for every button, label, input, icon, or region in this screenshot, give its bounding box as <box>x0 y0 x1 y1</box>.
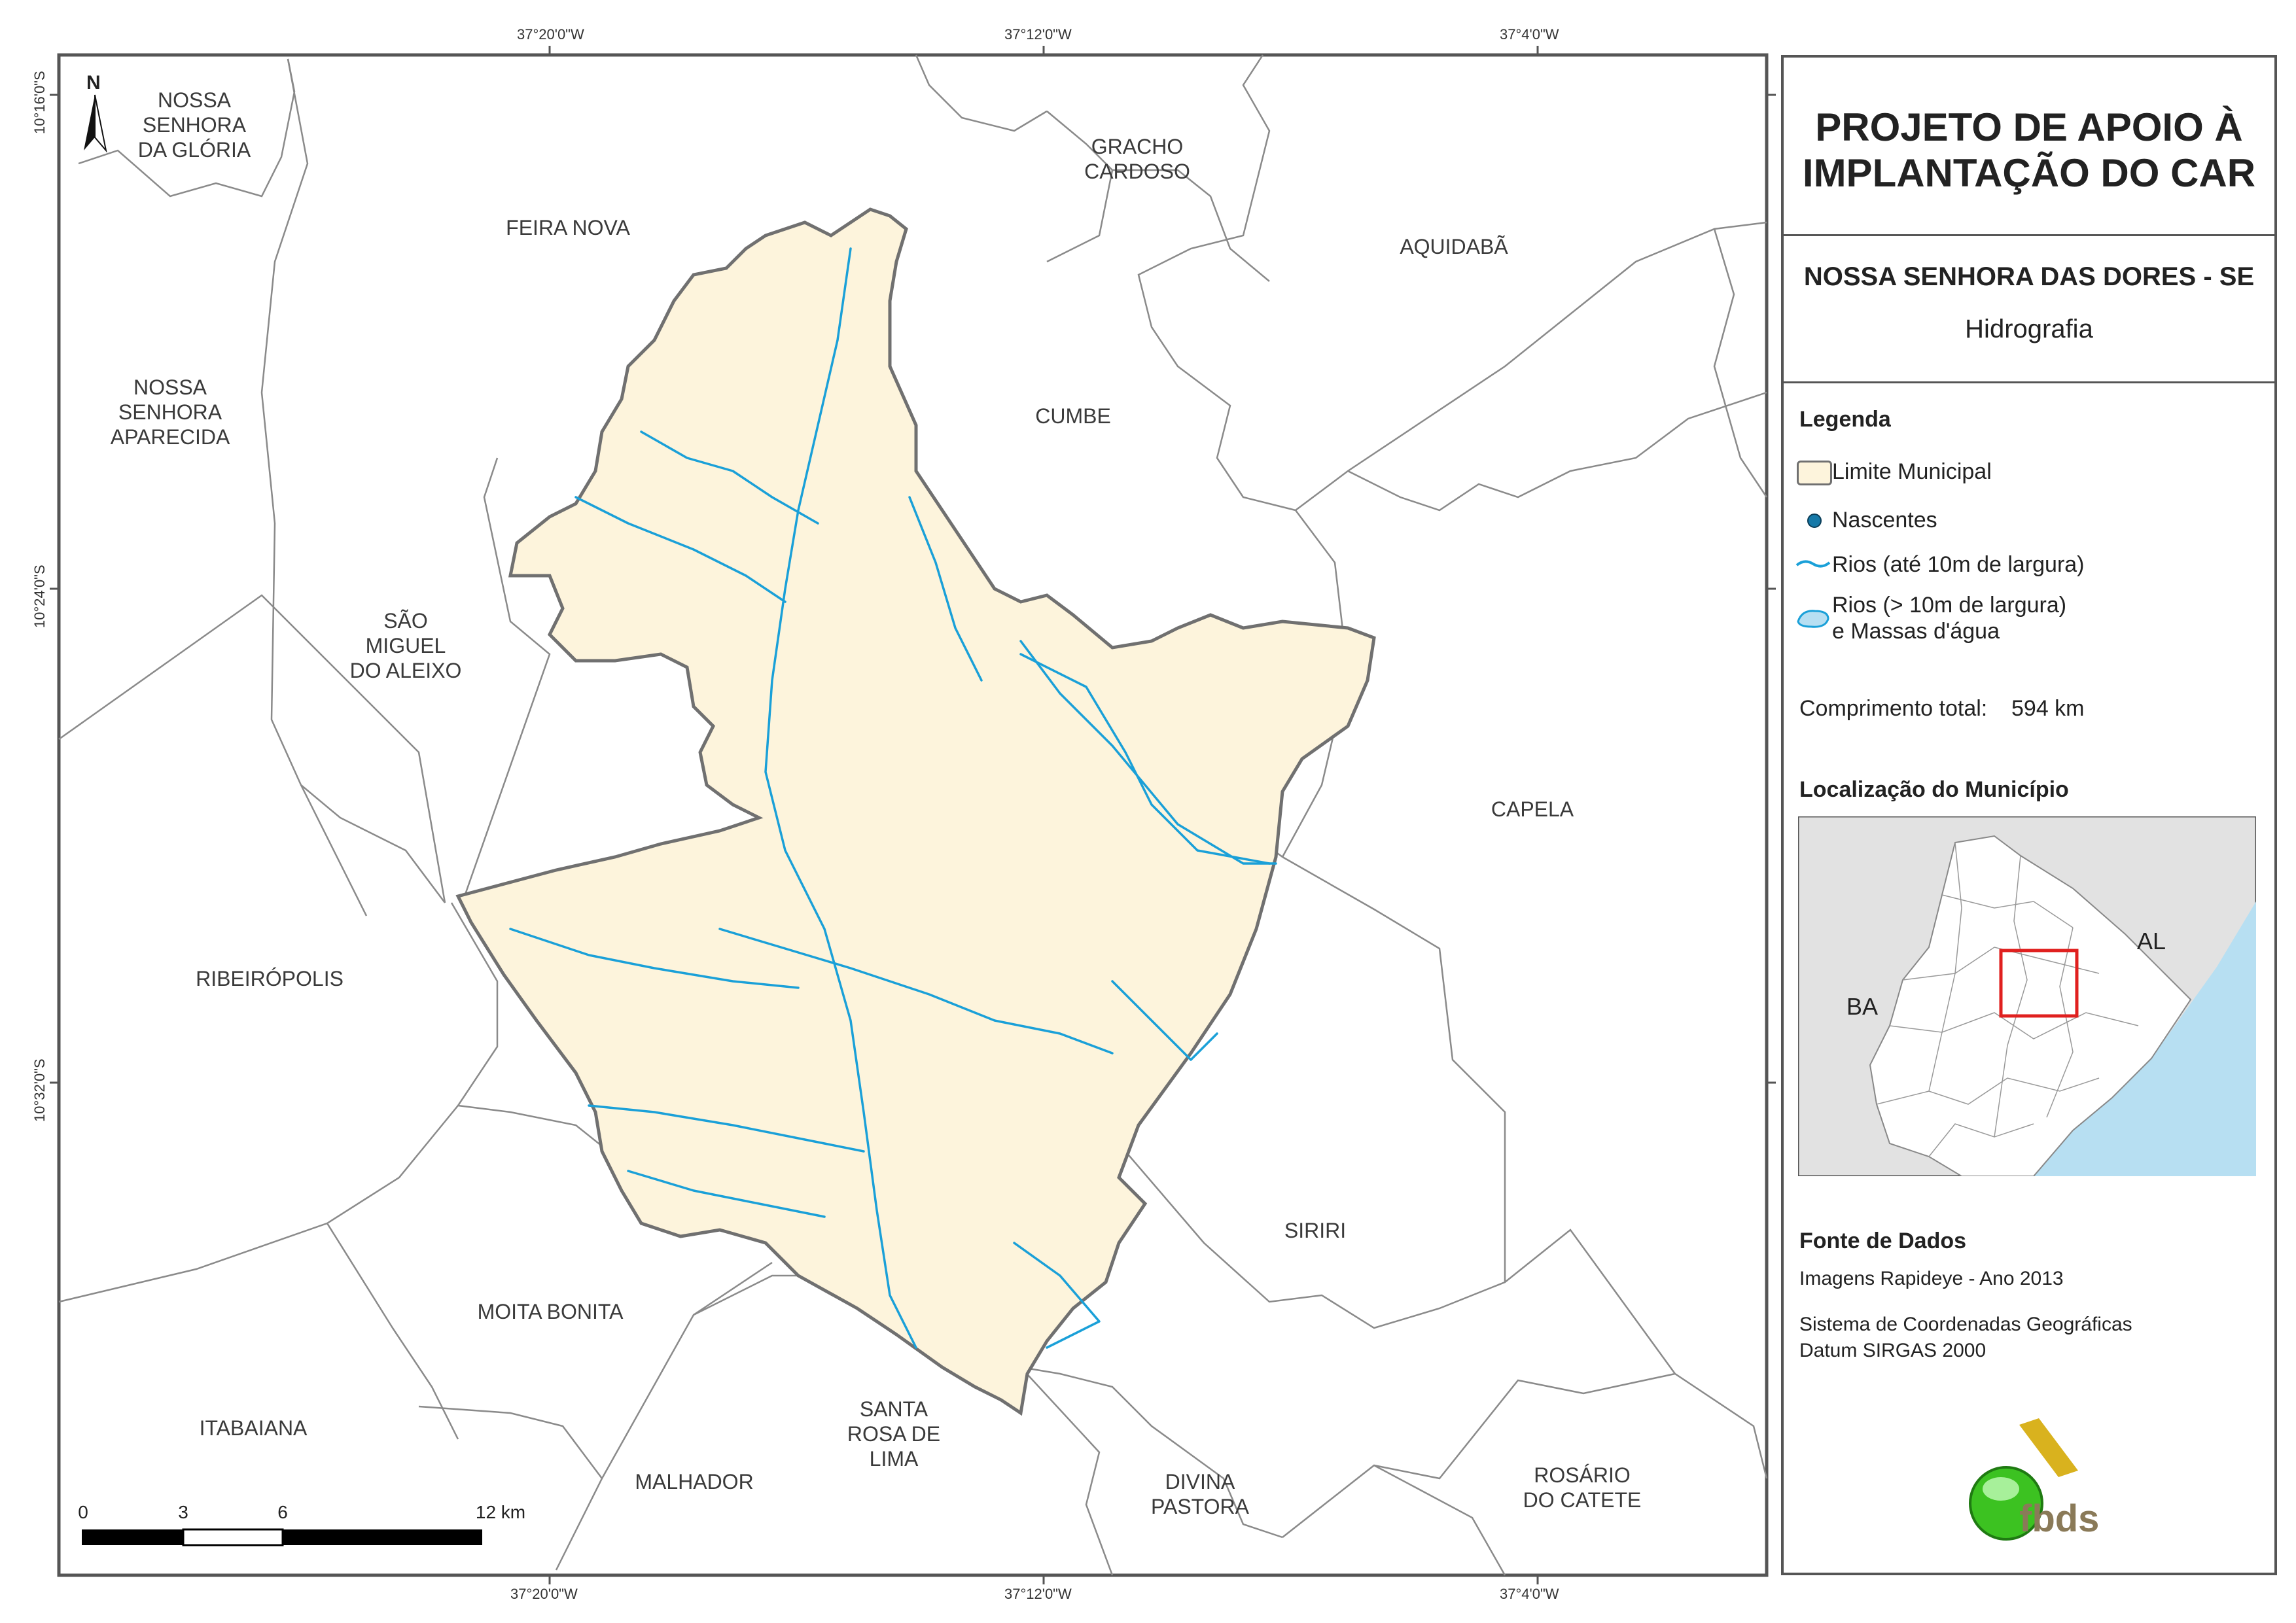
river-channel <box>718 928 1114 1055</box>
river-channel <box>509 928 800 989</box>
label-line: PASTORA <box>1151 1495 1249 1518</box>
coord-left-2: 10°24'0"S <box>31 565 48 628</box>
label-itabaiana: ITABAIANA <box>199 1416 308 1440</box>
scale-label-0: 0 <box>78 1502 88 1522</box>
label-moita-bonita: MOITA BONITA <box>477 1300 624 1323</box>
label-line: NOSSA <box>133 375 207 399</box>
legend-rios-large-label-2: e Massas d'água <box>1832 619 2000 644</box>
map-title-line-1: PROJETO DE APOIO À <box>1815 105 2243 149</box>
highlight-box <box>1999 949 2079 1018</box>
legend-rios-large-label-1: Rios (> 10m de largura) <box>1832 593 2067 618</box>
label-line: DO CATETE <box>1523 1488 1642 1512</box>
label-line: APARECIDA <box>110 425 230 449</box>
source-line-1: Imagens Rapideye - Ano 2013 <box>1799 1268 2064 1289</box>
neighbor-boundaries <box>58 54 1768 1576</box>
fbds-logo <box>1969 1418 2078 1541</box>
label-gracho-cardoso: GRACHO CARDOSO <box>1084 134 1190 184</box>
label-rosario-do-catete: ROSÁRIO DO CATETE <box>1523 1463 1642 1512</box>
legend-rios-small-swatch <box>1795 560 1831 568</box>
legend-limite-label: Limite Municipal <box>1832 459 1992 484</box>
sources-heading: Fonte de Dados <box>1799 1229 1967 1253</box>
label-line: NOSSA <box>157 88 232 112</box>
state-label-ba: BA <box>1846 993 1879 1020</box>
legend-nascentes-swatch <box>1807 514 1822 528</box>
river-channel <box>764 247 917 1349</box>
rivers-layer <box>509 247 1277 1349</box>
coord-top-2: 37°12'0"W <box>1004 26 1072 43</box>
label-line: SANTA <box>859 1397 928 1421</box>
scale-bar <box>82 1528 482 1546</box>
label-line: SENHORA <box>142 113 247 137</box>
label-line: MIGUEL <box>365 634 446 657</box>
label-capela: CAPELA <box>1491 797 1574 821</box>
north-label: N <box>86 72 101 94</box>
label-line: GRACHO <box>1091 135 1184 158</box>
fbds-logo-text: fbds <box>2019 1497 2100 1540</box>
label-line: CARDOSO <box>1084 160 1190 183</box>
location-heading: Localização do Município <box>1799 777 2069 802</box>
label-line: DO ALEIXO <box>349 659 462 682</box>
coord-bottom-1: 37°20'0"W <box>510 1586 578 1602</box>
label-aquidaba: AQUIDABÃ <box>1400 235 1508 258</box>
river-channel <box>574 496 786 603</box>
river-channel <box>588 1104 865 1153</box>
label-sao-miguel-do-aleixo: SÃO MIGUEL DO ALEIXO <box>350 608 462 683</box>
map-title-line-2: IMPLANTAÇÃO DO CAR <box>1802 151 2256 195</box>
scale-label-3: 3 <box>178 1502 188 1522</box>
label-cumbe: CUMBE <box>1035 404 1111 428</box>
legend-limite-swatch <box>1797 461 1832 485</box>
river-channel <box>1019 640 1277 865</box>
north-arrow-icon <box>84 94 107 153</box>
label-santa-rosa-de-lima: SANTA ROSA DE LIMA <box>847 1397 940 1471</box>
coord-bottom-2: 37°12'0"W <box>1004 1586 1072 1602</box>
label-line: DIVINA <box>1165 1470 1235 1493</box>
label-line: ROSA DE <box>847 1422 941 1446</box>
label-siriri: SIRIRI <box>1284 1219 1347 1242</box>
subtitle-block: NOSSA SENHORA DAS DORES - SE Hidrografia <box>1784 236 2274 383</box>
coord-bottom-3: 37°4'0"W <box>1500 1586 1559 1602</box>
source-line-2: Sistema de Coordenadas Geográficas <box>1799 1314 2132 1335</box>
label-nossa-senhora-da-gloria: NOSSA SENHORA DA GLÓRIA <box>138 88 251 162</box>
sergipe-state <box>1869 835 2192 1176</box>
label-line: LIMA <box>869 1447 919 1471</box>
label-malhador: MALHADOR <box>635 1470 754 1493</box>
graticule-ticks <box>50 46 1776 1584</box>
label-line: SÃO <box>383 609 428 633</box>
label-line: DA GLÓRIA <box>137 138 251 162</box>
river-channel <box>627 1170 826 1218</box>
river-channel <box>640 430 819 525</box>
label-feira-nova: FEIRA NOVA <box>506 216 630 239</box>
theme-subtitle: Hidrografia <box>1965 315 2093 343</box>
source-line-3: Datum SIRGAS 2000 <box>1799 1340 1987 1361</box>
label-ribeiropolis: RIBEIRÓPOLIS <box>196 967 344 990</box>
legend-rios-small-label: Rios (até 10m de largura) <box>1832 552 2085 577</box>
legend-heading: Legenda <box>1799 407 1891 432</box>
title-block: PROJETO DE APOIO À IMPLANTAÇÃO DO CAR <box>1784 58 2274 236</box>
total-length-value: 594 km <box>2011 696 2085 721</box>
scale-label-12: 12 km <box>475 1502 526 1522</box>
label-divina-pastora: DIVINA PASTORA <box>1151 1469 1249 1519</box>
location-inset-map <box>1798 816 2256 1176</box>
legend-nascentes-label: Nascentes <box>1832 508 1937 532</box>
label-line: SENHORA <box>118 400 222 424</box>
river-channel <box>908 496 983 682</box>
side-panel: PROJETO DE APOIO À IMPLANTAÇÃO DO CAR NO… <box>1781 55 2277 1575</box>
river-channel <box>1111 980 1218 1061</box>
state-label-al: AL <box>2137 928 2166 954</box>
label-nossa-senhora-aparecida: NOSSA SENHORA APARECIDA <box>111 375 230 449</box>
coord-top-3: 37°4'0"W <box>1500 26 1559 43</box>
coord-left-3: 10°32'0"S <box>31 1058 48 1122</box>
municipality-polygon <box>455 207 1376 1416</box>
municipality-subtitle: NOSSA SENHORA DAS DORES - SE <box>1803 262 2255 291</box>
river-channel <box>1013 1242 1101 1349</box>
river-channel <box>1019 653 1271 865</box>
total-length-label: Comprimento total: <box>1799 696 1988 721</box>
scale-label-6: 6 <box>277 1502 288 1522</box>
legend-rios-large-swatch <box>1797 610 1829 628</box>
coord-top-1: 37°20'0"W <box>517 26 584 43</box>
label-line: ROSÁRIO <box>1534 1463 1631 1487</box>
coord-left-1: 10°16'0"S <box>31 71 48 134</box>
